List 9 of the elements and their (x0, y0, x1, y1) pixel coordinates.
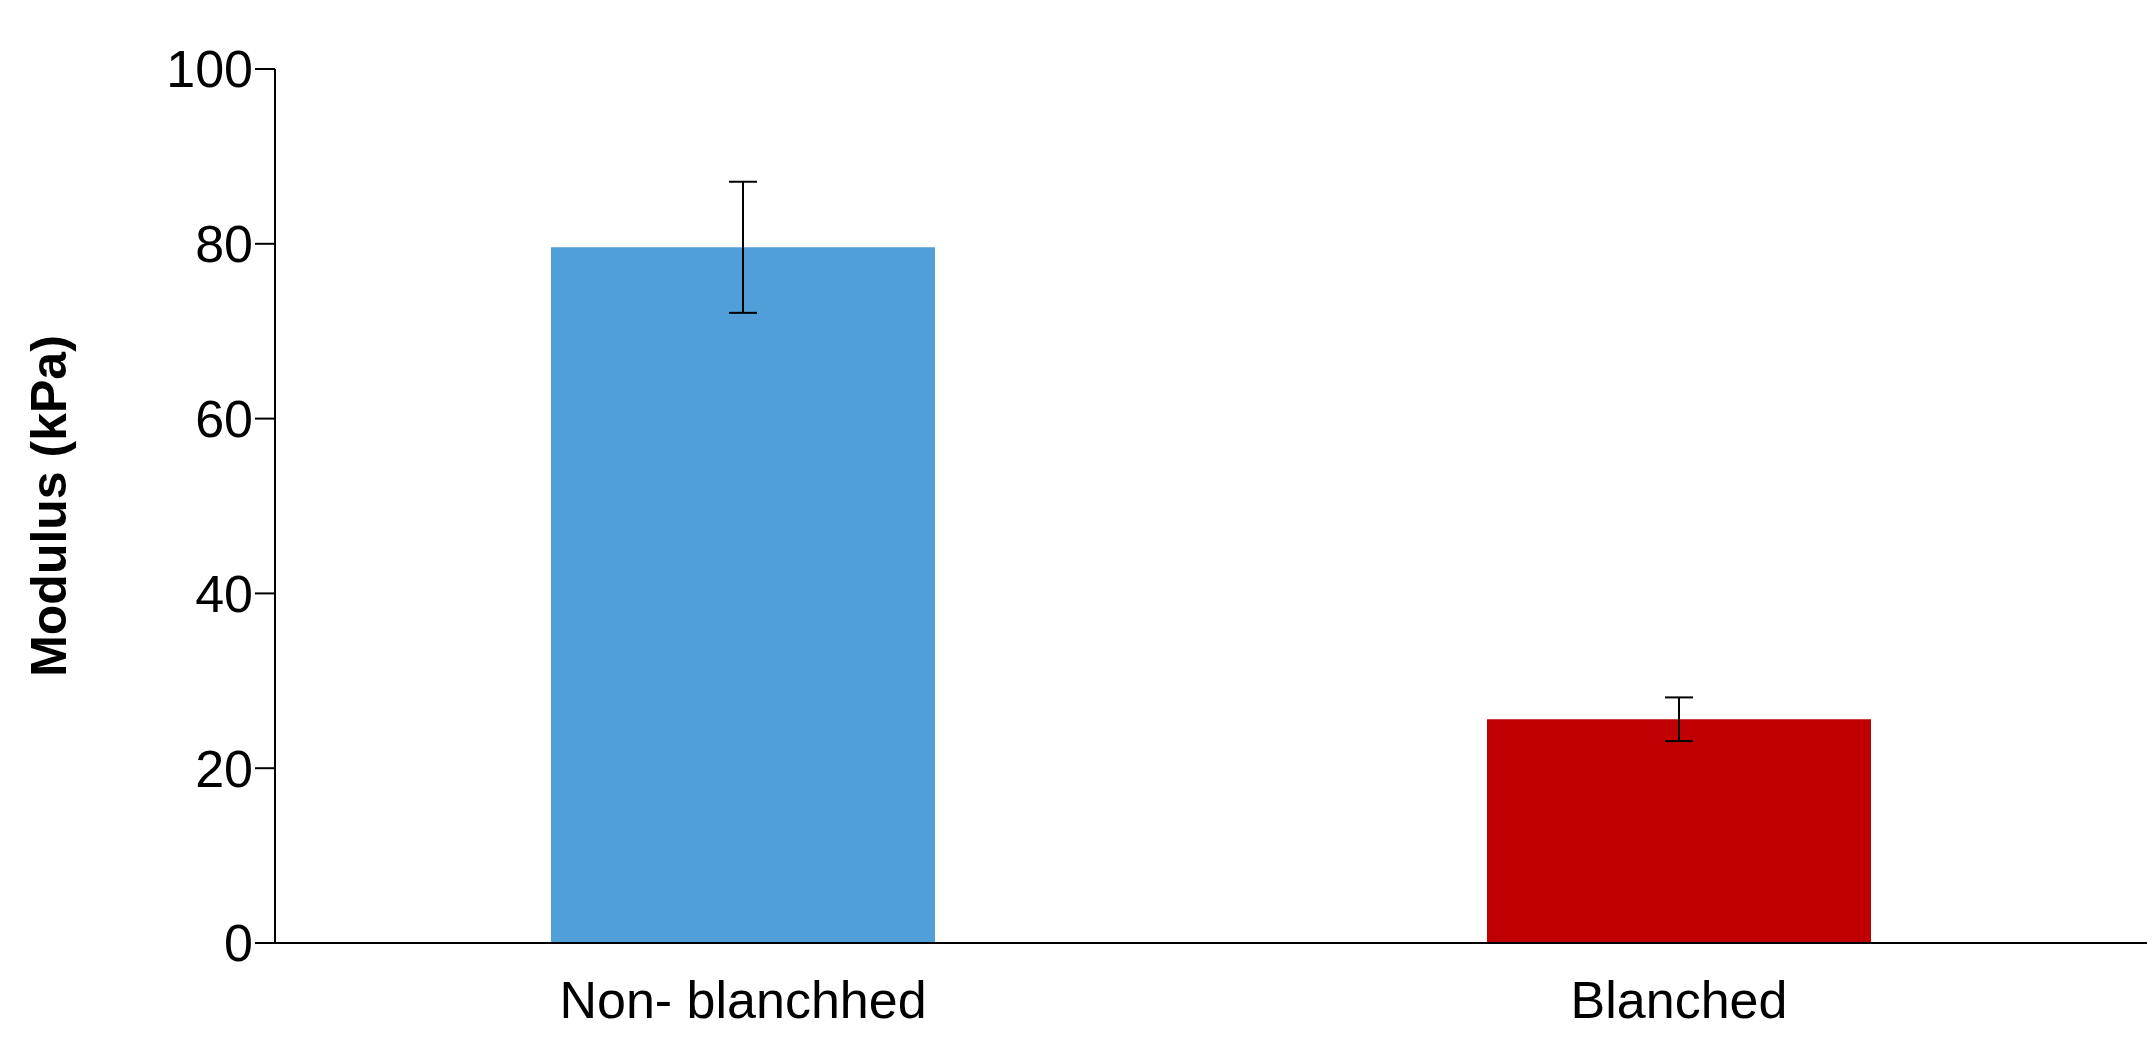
x-tick-label: Non- blanchhed (559, 970, 927, 1029)
y-tick-label: 60 (195, 390, 253, 449)
y-tick-label: 80 (195, 215, 253, 274)
y-tick-label: 40 (195, 564, 253, 623)
y-tick-label: 100 (166, 40, 253, 99)
x-tick-label: Blanched (1570, 970, 1788, 1029)
y-tick-label: 20 (195, 739, 253, 798)
y-axis-title: Modulus (kPa) (20, 335, 77, 677)
y-tick-label: 0 (224, 914, 253, 973)
